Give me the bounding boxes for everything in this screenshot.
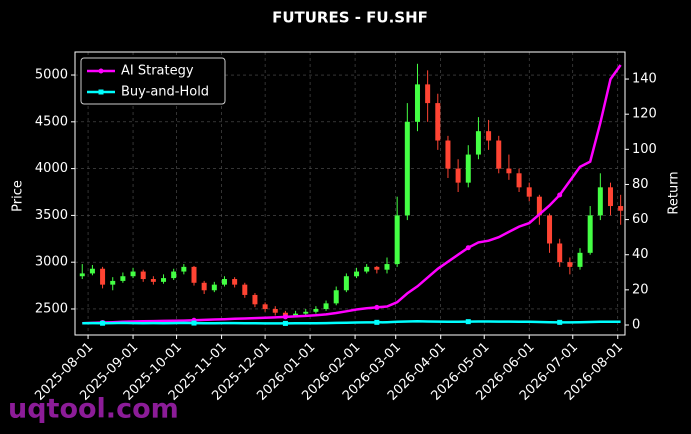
candle-body <box>343 276 349 291</box>
candle-body <box>577 252 583 267</box>
legend-box <box>80 57 226 105</box>
candle-body <box>374 266 380 270</box>
candle-body <box>354 271 360 277</box>
candle-body <box>557 243 563 263</box>
series-line <box>82 64 622 325</box>
candle-body <box>150 279 156 282</box>
y-tick-label: 4000 <box>35 161 68 176</box>
watermark: uqtool.com <box>8 394 179 425</box>
y2-tick-label: 100 <box>632 142 657 157</box>
candle-body <box>364 266 370 272</box>
candle-body <box>607 187 613 207</box>
series-marker <box>191 320 197 326</box>
y2-axis-label: Return <box>667 171 682 214</box>
y-axis-label: Price <box>11 180 26 212</box>
y2-tick-label: 80 <box>632 177 649 192</box>
candle-body <box>201 282 207 291</box>
candle-body <box>384 264 390 270</box>
candle-body <box>414 84 420 122</box>
series-marker <box>282 314 288 320</box>
candle-body <box>282 312 288 316</box>
candle-body <box>547 215 553 244</box>
y2-tick-label: 140 <box>632 72 657 87</box>
candle-body <box>171 271 177 279</box>
candle-body <box>455 168 461 183</box>
chart-title: FUTURES - FU.SHF <box>272 9 428 27</box>
candle-body <box>211 284 217 291</box>
candle-body <box>242 284 248 295</box>
y2-tick-label: 120 <box>632 107 657 122</box>
legend-marker <box>98 89 104 95</box>
y2-tick-label: 60 <box>632 212 649 227</box>
y2-tick-label: 20 <box>632 282 649 297</box>
candle-body <box>587 215 593 253</box>
candle-body <box>262 304 268 309</box>
candle-body <box>100 268 106 285</box>
y2-tick-label: 40 <box>632 247 649 262</box>
candle-body <box>475 131 481 155</box>
candle-body <box>506 168 512 174</box>
candle-body <box>323 303 329 309</box>
y-tick-label: 5000 <box>35 68 68 83</box>
candle-body <box>445 140 451 169</box>
candle-body <box>252 294 258 305</box>
legend-label: Buy-and-Hold <box>121 85 209 100</box>
candle-body <box>536 196 542 216</box>
candle-body <box>496 140 502 169</box>
legend-marker <box>98 68 104 74</box>
candle-body <box>140 271 146 280</box>
candle-body <box>597 187 603 216</box>
y2-tick-label: 0 <box>632 317 640 332</box>
candle-body <box>110 280 116 285</box>
candle-body <box>394 215 400 265</box>
candle-body <box>435 103 441 141</box>
candle-body <box>89 268 95 274</box>
candle-body <box>191 266 197 283</box>
candle-body <box>425 84 431 104</box>
series-marker <box>374 319 380 325</box>
legend-label: AI Strategy <box>121 64 194 79</box>
series-marker <box>465 245 471 251</box>
series-marker <box>282 320 288 326</box>
candle-body <box>404 121 410 216</box>
candle-body <box>516 173 522 188</box>
series-marker <box>557 319 563 325</box>
y-tick-label: 3000 <box>35 255 68 270</box>
y-tick-label: 4500 <box>35 114 68 129</box>
candle-body <box>79 273 85 277</box>
candle-body <box>232 279 238 285</box>
series-marker <box>557 192 563 198</box>
candle-body <box>130 271 136 277</box>
candle-body <box>120 276 126 281</box>
y-tick-label: 3500 <box>35 208 68 223</box>
plot-frame <box>74 51 626 336</box>
candle-body <box>161 278 167 282</box>
series-marker <box>374 304 380 310</box>
candle-body <box>333 290 339 304</box>
series-line <box>82 320 621 325</box>
candle-body <box>486 131 492 141</box>
candle-body <box>313 308 319 312</box>
candle-body <box>272 308 278 313</box>
candle-body <box>221 279 227 285</box>
candle-body <box>303 311 309 314</box>
series-marker <box>465 319 471 325</box>
candle-body <box>465 154 471 183</box>
candle-body <box>181 266 187 272</box>
candle-body <box>293 313 299 316</box>
y-tick-label: 2500 <box>35 301 68 316</box>
candle-body <box>526 187 532 197</box>
candle-body <box>618 206 624 211</box>
candle-body <box>567 262 573 267</box>
series-marker <box>100 320 106 326</box>
